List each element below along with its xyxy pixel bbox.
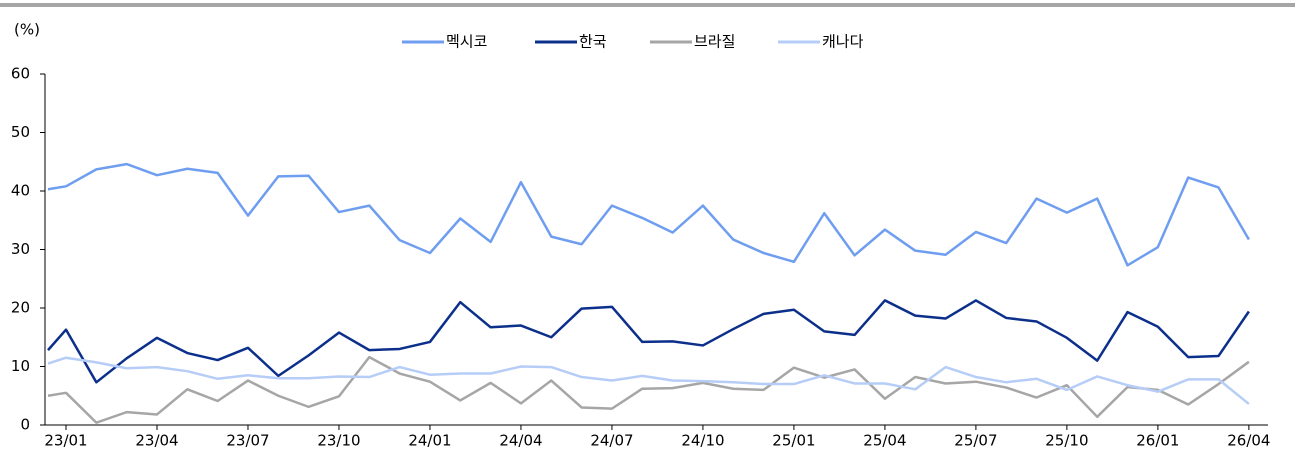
x-tick-label: 25/01 [772,432,815,450]
top-bar [0,3,1295,7]
y-tick-label: 40 [11,182,30,200]
y-tick-label: 0 [20,416,30,434]
legend-label: 캐나다 [822,33,864,51]
series-line [47,356,1250,405]
x-tick-label: 24/07 [590,432,633,450]
y-tick-label: 20 [11,299,30,317]
x-tick-label: 24/01 [408,432,451,450]
y-tick-label: 30 [11,240,30,258]
y-tick-label: 60 [11,65,30,83]
legend-label: 한국 [579,33,607,51]
legend-label: 브라질 [694,33,735,51]
x-tick-label: 23/10 [317,432,360,450]
legend-label: 멕시코 [446,33,487,51]
series-line [47,162,1250,267]
x-tick-label: 26/04 [1227,432,1270,450]
x-tick-label: 23/04 [135,432,178,450]
x-tick-label: 25/04 [863,432,906,450]
x-tick-label: 24/04 [499,432,542,450]
series-line [47,299,1250,384]
x-tick-label: 23/01 [44,432,87,450]
y-tick-label: 50 [11,123,30,141]
x-tick-label: 25/07 [954,432,997,450]
x-tick-label: 23/07 [226,432,269,450]
series-line [47,355,1250,424]
x-tick-label: 26/01 [1136,432,1179,450]
x-tick-label: 25/10 [1045,432,1088,450]
y-tick-label: 10 [11,357,30,375]
x-tick-label: 24/10 [681,432,724,450]
y-unit-label: (%) [14,21,40,39]
